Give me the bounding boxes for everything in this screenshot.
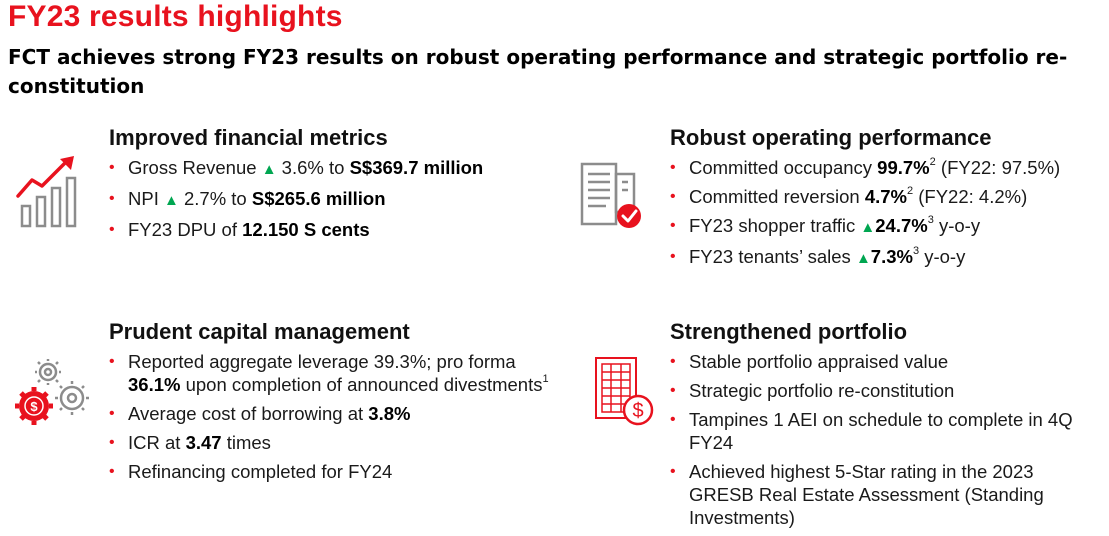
- strengthened-portfolio-section: Strengthened portfolio • Stable portfolio…: [670, 319, 1090, 535]
- list-item: • Gross Revenue ▲ 3.6% to S$369.7 million: [109, 157, 484, 178]
- rising-chart-icon: [16, 156, 82, 228]
- financial-metrics-section: Improved financial metrics • Gross Revenu…: [109, 125, 559, 247]
- list-item: • Stable portfolio appraised value: [670, 351, 949, 372]
- list-item: • ICR at 3.47 times: [109, 432, 271, 453]
- financial-metrics-heading: Improved financial metrics: [109, 125, 388, 150]
- list-item: • FY23 tenants’ sales ▲7.3%3 y-o-y: [670, 244, 966, 267]
- list-item: • Committed occupancy 99.7%2 (FY22: 97.5%…: [670, 155, 1061, 178]
- document-check-icon: [578, 160, 646, 230]
- gears-dollar-icon: $: [10, 358, 94, 430]
- page-subtitle: FCT achieves strong FY23 results on robu…: [8, 45, 1068, 98]
- page-title: FY23 results highlights: [8, 0, 343, 33]
- list-item: • Refinancing completed for FY24: [109, 461, 393, 482]
- up-arrow-icon: ▲: [860, 219, 876, 236]
- operating-performance-heading: Robust operating performance: [670, 125, 992, 150]
- up-arrow-icon: ▲: [163, 192, 179, 209]
- capital-management-section: Prudent capital management • Reported agg…: [109, 319, 559, 489]
- list-item: • FY23 shopper traffic ▲24.7%3 y-o-y: [670, 213, 981, 236]
- list-item: • Reported aggregate leverage 39.3%; pro …: [109, 351, 549, 395]
- svg-text:$: $: [30, 399, 38, 414]
- strengthened-portfolio-heading: Strengthened portfolio: [670, 319, 908, 344]
- list-item: • Committed reversion 4.7%2 (FY22: 4.2%): [670, 184, 1028, 207]
- list-item: • NPI ▲ 2.7% to S$265.6 million: [109, 188, 386, 209]
- building-dollar-icon: $: [590, 352, 660, 432]
- capital-management-heading: Prudent capital management: [109, 319, 410, 344]
- svg-text:$: $: [632, 400, 643, 422]
- up-arrow-icon: ▲: [261, 161, 277, 178]
- up-arrow-icon: ▲: [855, 250, 871, 267]
- operating-performance-section: Robust operating performance • Committed …: [670, 125, 1105, 276]
- list-item: • Achieved highest 5-Star rating in the 2…: [670, 461, 1044, 528]
- list-item: • Average cost of borrowing at 3.8%: [109, 403, 411, 424]
- list-item: • Tampines 1 AEI on schedule to complete …: [670, 409, 1073, 453]
- list-item: • FY23 DPU of 12.150 S cents: [109, 219, 370, 240]
- list-item: • Strategic portfolio re-constitution: [670, 380, 955, 401]
